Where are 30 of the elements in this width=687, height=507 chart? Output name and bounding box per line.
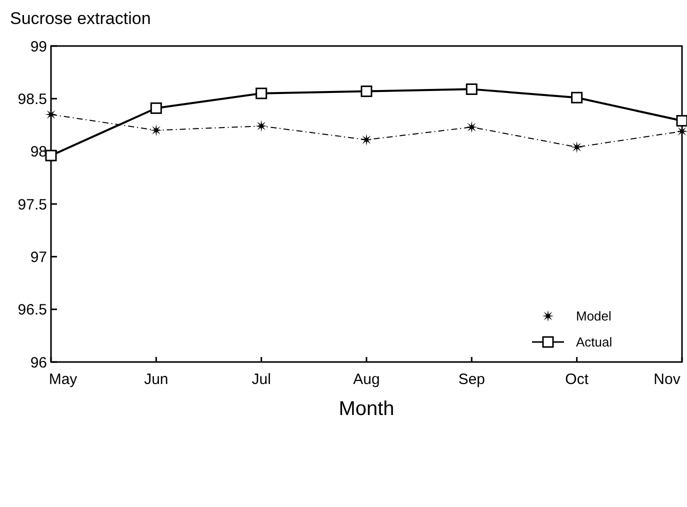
legend-label: Model bbox=[576, 308, 612, 324]
point bbox=[255, 120, 268, 132]
y-tick-label: 98 bbox=[30, 144, 47, 161]
y-tick-label: 96 bbox=[30, 354, 47, 372]
x-tick-label: Jun bbox=[144, 371, 168, 388]
chart-title: Sucrose extraction bbox=[10, 9, 151, 28]
point bbox=[570, 141, 583, 154]
point bbox=[45, 150, 57, 162]
point bbox=[571, 92, 583, 104]
point bbox=[466, 83, 478, 95]
point bbox=[360, 134, 372, 146]
point bbox=[360, 86, 372, 98]
y-tick-label: 97 bbox=[30, 248, 47, 266]
x-tick-label: Nov bbox=[654, 371, 681, 388]
legend-label: Actual bbox=[576, 334, 612, 350]
x-axis-title: Month bbox=[338, 398, 394, 420]
y-tick-label: 96.5 bbox=[18, 302, 47, 319]
point bbox=[150, 102, 162, 114]
point bbox=[256, 88, 268, 100]
point bbox=[676, 115, 687, 127]
y-tick-label: 99 bbox=[30, 38, 47, 56]
y-tick-label: 97.5 bbox=[18, 196, 47, 214]
point bbox=[466, 121, 478, 134]
y-tick-label: 98.5 bbox=[18, 90, 47, 108]
x-tick-label: Aug bbox=[353, 371, 380, 388]
point bbox=[150, 124, 162, 136]
x-tick-label: Jul bbox=[252, 371, 271, 388]
x-tick-label: Oct bbox=[565, 371, 590, 388]
x-tick-label: May bbox=[48, 371, 78, 388]
x-tick-label: Sep bbox=[458, 371, 486, 388]
